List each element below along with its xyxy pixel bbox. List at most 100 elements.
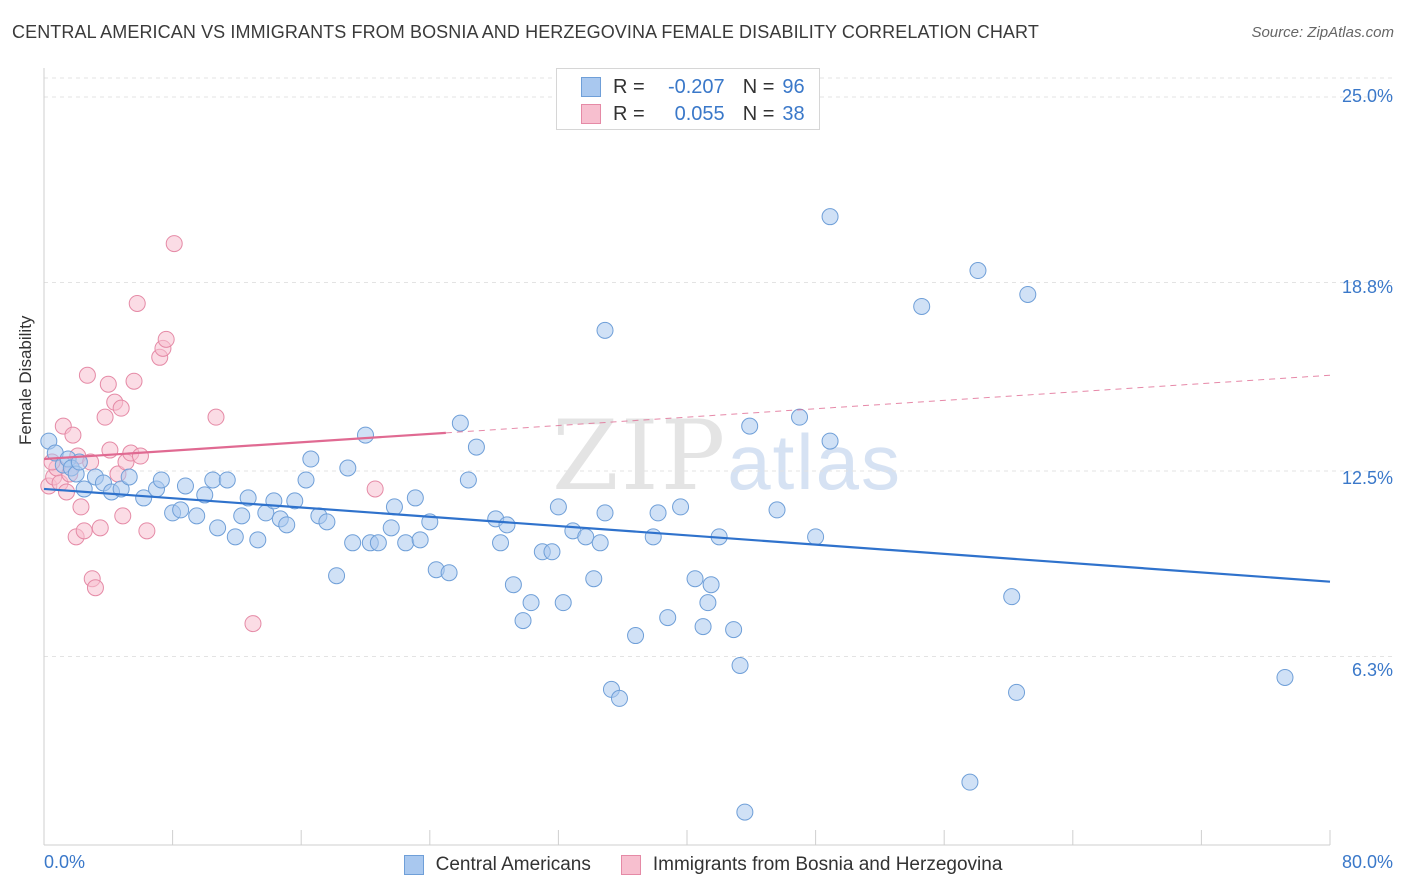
x-axis-min-label: 0.0% — [44, 852, 86, 872]
r-label: R = — [613, 102, 645, 125]
data-point-central — [596, 321, 614, 339]
data-point-central — [725, 621, 743, 639]
y-tick-label: 12.5% — [1341, 468, 1393, 488]
source-label: Source: ZipAtlas.com — [1251, 24, 1394, 41]
data-point-central — [385, 498, 403, 516]
legend-label-central: Central Americans — [435, 854, 591, 875]
data-point-bosnia — [86, 579, 104, 597]
data-point-central — [233, 507, 251, 525]
data-point-central — [451, 414, 469, 432]
watermark-zip: ZIP — [552, 400, 728, 512]
data-point-central — [627, 627, 645, 645]
data-point-bosnia — [157, 330, 175, 348]
data-point-central — [961, 773, 979, 791]
data-point-bosnia — [114, 507, 132, 525]
data-point-central — [152, 471, 170, 489]
data-point-central — [522, 594, 540, 612]
n-label: N = — [742, 75, 775, 98]
data-point-central — [768, 501, 786, 519]
data-point-bosnia — [138, 522, 156, 540]
data-point-central — [204, 471, 222, 489]
legend-swatch-blue — [581, 77, 601, 97]
y-axis-label: Female Disability — [16, 315, 35, 445]
data-point-central — [504, 576, 522, 594]
data-point-bosnia — [75, 522, 93, 540]
data-point-central — [239, 489, 257, 507]
watermark: ZIPatlas — [552, 400, 902, 512]
data-point-bosnia — [96, 408, 114, 426]
data-point-bosnia — [78, 366, 96, 384]
data-point-central — [659, 609, 677, 627]
y-tick-label: 25.0% — [1341, 86, 1393, 106]
legend-item-bosnia[interactable]: Immigrants from Bosnia and Herzegovina — [620, 854, 1003, 876]
data-point-central — [492, 534, 510, 552]
r-value: -0.207 — [667, 75, 725, 98]
data-point-central — [741, 417, 759, 435]
data-point-central — [821, 208, 839, 226]
stats-legend: R = -0.207 N = 96 R = 0.055 N = 38 — [556, 68, 820, 130]
data-point-central — [440, 564, 458, 582]
legend-row-bosnia: R = 0.055 N = 38 — [581, 102, 805, 126]
data-point-central — [969, 262, 987, 280]
data-point-central — [543, 543, 561, 561]
data-point-central — [249, 531, 267, 549]
data-point-central — [120, 468, 138, 486]
data-point-central — [1276, 668, 1294, 686]
data-point-central — [459, 471, 477, 489]
data-point-bosnia — [72, 498, 90, 516]
data-point-central — [736, 803, 754, 821]
data-point-central — [596, 504, 614, 522]
legend-swatch-pink — [581, 104, 601, 124]
data-point-central — [585, 570, 603, 588]
data-point-central — [209, 519, 227, 537]
trend-line-bosnia — [43, 431, 446, 461]
data-point-central — [644, 528, 662, 546]
data-point-bosnia — [207, 408, 225, 426]
data-point-central — [549, 498, 567, 516]
data-point-central — [498, 516, 516, 534]
data-point-central — [318, 513, 336, 531]
data-point-central — [649, 504, 667, 522]
data-point-central — [369, 534, 387, 552]
data-point-central — [672, 498, 690, 516]
y-tick-label: 6.3% — [1351, 660, 1393, 680]
r-label: R = — [613, 75, 645, 98]
data-point-central — [406, 489, 424, 507]
data-point-central — [112, 480, 130, 498]
legend-row-central: R = -0.207 N = 96 — [581, 75, 805, 99]
data-point-central — [913, 297, 931, 315]
data-point-bosnia — [244, 615, 262, 633]
y-tick-label: 18.8% — [1341, 277, 1393, 297]
n-value: 38 — [782, 102, 805, 125]
data-point-central — [699, 594, 717, 612]
legend-item-central[interactable]: Central Americans — [403, 854, 591, 876]
data-point-central — [135, 489, 153, 507]
data-point-central — [694, 618, 712, 636]
trend-line-bosnia-extension — [445, 374, 1331, 434]
data-point-central — [297, 471, 315, 489]
data-point-central — [686, 570, 704, 588]
data-point-central — [196, 486, 214, 504]
data-point-central — [731, 656, 749, 674]
data-point-central — [226, 528, 244, 546]
data-point-central — [397, 534, 415, 552]
data-point-central — [75, 480, 93, 498]
data-point-central — [344, 534, 362, 552]
data-point-central — [1003, 588, 1021, 606]
legend-swatch-pink — [620, 855, 641, 875]
data-point-bosnia — [91, 519, 109, 537]
data-point-central — [821, 432, 839, 450]
data-point-bosnia — [366, 480, 384, 498]
data-point-bosnia — [125, 372, 143, 390]
data-point-central — [1008, 683, 1026, 701]
trend-line-central — [43, 487, 1331, 583]
x-axis-max-label: 80.0% — [1341, 852, 1393, 872]
data-point-central — [286, 492, 304, 510]
data-point-central — [577, 528, 595, 546]
data-point-central — [791, 408, 809, 426]
data-point-central — [411, 531, 429, 549]
legend-label-bosnia: Immigrants from Bosnia and Herzegovina — [652, 854, 1003, 875]
data-point-central — [382, 519, 400, 537]
data-point-central — [218, 471, 236, 489]
